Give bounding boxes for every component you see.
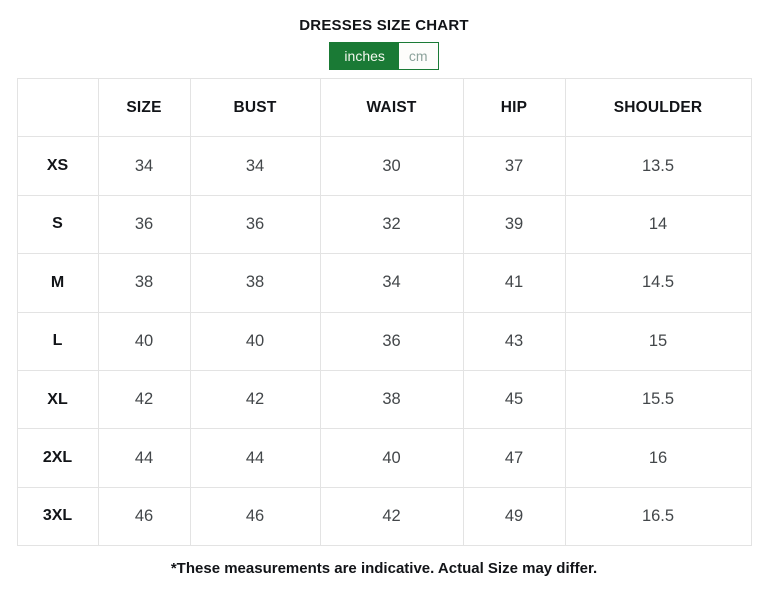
table-cell: 36 <box>319 311 464 371</box>
size-chart-table: SIZE BUST WAIST HIP SHOULDER XS 34 34 30… <box>16 77 752 547</box>
table-cell: 38 <box>97 253 191 313</box>
header-row: SIZE BUST WAIST HIP SHOULDER <box>16 77 752 138</box>
table-row-m: M 38 38 34 41 14.5 <box>16 253 752 313</box>
table-cell: 40 <box>189 311 321 371</box>
table-cell: 14 <box>564 194 752 255</box>
table-cell: 42 <box>189 369 321 430</box>
column-header-waist: WAIST <box>319 77 464 138</box>
table-cell: 15.5 <box>564 369 752 430</box>
page-title: DRESSES SIZE CHART <box>299 17 469 34</box>
table-cell: 14.5 <box>564 253 752 313</box>
unit-cm-button[interactable]: cm <box>398 43 438 69</box>
row-label: S <box>16 194 99 255</box>
table-cell: 44 <box>189 428 321 488</box>
table-cell: 42 <box>319 486 464 547</box>
table-cell: 15 <box>564 311 752 371</box>
table-row-3xl: 3XL 46 46 42 49 16.5 <box>16 486 752 547</box>
unit-toggle: inches cm <box>329 42 439 70</box>
table-cell: 40 <box>319 428 464 488</box>
column-header-hip: HIP <box>462 77 566 138</box>
row-label: 3XL <box>16 486 99 547</box>
column-header-bust: BUST <box>189 77 321 138</box>
table-row-xs: XS 34 34 30 37 13.5 <box>16 136 752 196</box>
table-row-2xl: 2XL 44 44 40 47 16 <box>16 428 752 488</box>
row-label: XL <box>16 369 99 430</box>
table-cell: 38 <box>189 253 321 313</box>
row-label: L <box>16 311 99 371</box>
column-header-size: SIZE <box>97 77 191 138</box>
unit-inches-button[interactable]: inches <box>330 43 399 69</box>
table-cell: 41 <box>462 253 566 313</box>
table-cell: 45 <box>462 369 566 430</box>
table-cell: 39 <box>462 194 566 255</box>
table-row-xl: XL 42 42 38 45 15.5 <box>16 369 752 430</box>
table-cell: 46 <box>189 486 321 547</box>
table-cell: 36 <box>189 194 321 255</box>
disclaimer-note: *These measurements are indicative. Actu… <box>170 560 598 578</box>
table-cell: 37 <box>462 136 566 196</box>
table-cell: 38 <box>319 369 464 430</box>
table-cell: 16 <box>564 428 752 488</box>
table-cell: 30 <box>319 136 464 196</box>
table-cell: 43 <box>462 311 566 371</box>
table-cell: 34 <box>319 253 464 313</box>
row-label: 2XL <box>16 428 99 488</box>
table-row-s: S 36 36 32 39 14 <box>16 194 752 255</box>
table-cell: 32 <box>319 194 464 255</box>
table-cell: 40 <box>97 311 191 371</box>
table-cell: 34 <box>97 136 191 196</box>
row-label: M <box>16 253 99 313</box>
column-header-shoulder: SHOULDER <box>564 77 752 138</box>
column-header-empty <box>16 77 99 138</box>
table-cell: 34 <box>189 136 321 196</box>
table-cell: 44 <box>97 428 191 488</box>
table-row-l: L 40 40 36 43 15 <box>16 311 752 371</box>
table-cell: 13.5 <box>564 136 752 196</box>
row-label: XS <box>16 136 99 196</box>
table-cell: 47 <box>462 428 566 488</box>
table-cell: 46 <box>97 486 191 547</box>
table-cell: 49 <box>462 486 566 547</box>
table-cell: 16.5 <box>564 486 752 547</box>
unit-toggle-wrapper: inches cm <box>0 42 768 70</box>
table-cell: 42 <box>97 369 191 430</box>
table-cell: 36 <box>97 194 191 255</box>
